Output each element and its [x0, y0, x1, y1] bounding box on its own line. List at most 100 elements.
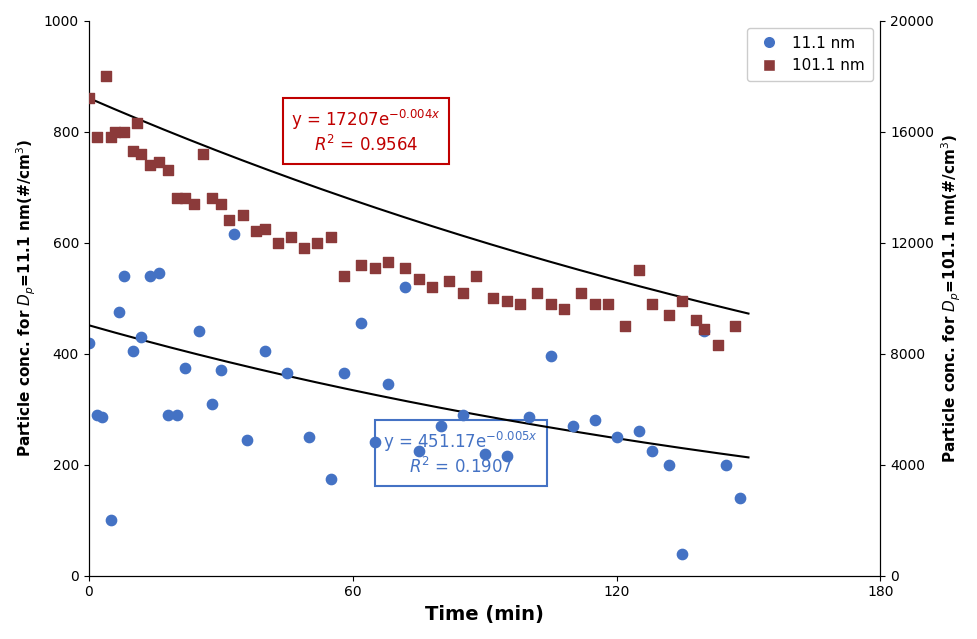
- 11.1 nm: [354, 318, 369, 328]
- Y-axis label: Particle conc. for $D_p$=101.1 nm(#/cm$^3$): Particle conc. for $D_p$=101.1 nm(#/cm$^…: [939, 134, 962, 463]
- 101.1 nm: [709, 340, 725, 350]
- 101.1 nm: [143, 160, 158, 170]
- 101.1 nm: [322, 232, 338, 242]
- 101.1 nm: [441, 276, 456, 286]
- 101.1 nm: [195, 149, 211, 159]
- 101.1 nm: [103, 132, 118, 142]
- 101.1 nm: [222, 215, 237, 226]
- 11.1 nm: [520, 412, 535, 422]
- 11.1 nm: [660, 459, 676, 470]
- 101.1 nm: [423, 282, 439, 292]
- 11.1 nm: [630, 426, 646, 436]
- 101.1 nm: [160, 166, 176, 176]
- 11.1 nm: [432, 420, 447, 431]
- 11.1 nm: [125, 346, 141, 356]
- 11.1 nm: [564, 420, 579, 431]
- 101.1 nm: [151, 157, 167, 167]
- 101.1 nm: [616, 321, 632, 331]
- 101.1 nm: [485, 293, 500, 304]
- Text: y = 451.17e$^{-0.005x}$
$R^2$ = 0.1907: y = 451.17e$^{-0.005x}$ $R^2$ = 0.1907: [383, 430, 537, 477]
- 101.1 nm: [257, 224, 273, 234]
- 11.1 nm: [169, 410, 185, 420]
- 101.1 nm: [99, 71, 114, 81]
- Y-axis label: Particle conc. for $D_p$=11.1 nm(#/cm$^3$): Particle conc. for $D_p$=11.1 nm(#/cm$^3…: [15, 139, 38, 458]
- 11.1 nm: [81, 337, 97, 348]
- 101.1 nm: [248, 226, 264, 236]
- 11.1 nm: [498, 451, 514, 461]
- 101.1 nm: [380, 257, 396, 267]
- Text: y = 17207e$^{-0.004x}$
$R^2$ = 0.9564: y = 17207e$^{-0.004x}$ $R^2$ = 0.9564: [291, 108, 441, 155]
- 11.1 nm: [476, 449, 491, 459]
- 11.1 nm: [731, 493, 746, 503]
- 11.1 nm: [111, 307, 127, 317]
- 11.1 nm: [116, 271, 132, 281]
- 11.1 nm: [398, 282, 413, 292]
- 101.1 nm: [630, 265, 646, 275]
- 101.1 nm: [129, 118, 145, 128]
- X-axis label: Time (min): Time (min): [425, 605, 543, 624]
- 101.1 nm: [643, 298, 658, 309]
- 101.1 nm: [586, 298, 602, 309]
- 101.1 nm: [234, 210, 250, 220]
- 11.1 nm: [213, 365, 229, 375]
- Legend: 11.1 nm, 101.1 nm: 11.1 nm, 101.1 nm: [745, 28, 871, 81]
- 101.1 nm: [542, 298, 558, 309]
- 11.1 nm: [257, 346, 273, 356]
- 101.1 nm: [90, 132, 106, 142]
- 101.1 nm: [116, 127, 132, 137]
- 11.1 nm: [696, 327, 711, 337]
- 11.1 nm: [608, 432, 623, 442]
- 101.1 nm: [270, 238, 285, 248]
- 101.1 nm: [555, 304, 571, 314]
- 101.1 nm: [134, 149, 149, 159]
- 11.1 nm: [134, 332, 149, 342]
- 101.1 nm: [81, 93, 97, 104]
- 11.1 nm: [336, 368, 352, 378]
- 101.1 nm: [573, 288, 588, 298]
- 11.1 nm: [160, 410, 176, 420]
- 101.1 nm: [674, 296, 690, 306]
- 11.1 nm: [178, 362, 193, 373]
- 101.1 nm: [283, 232, 299, 242]
- 101.1 nm: [696, 323, 711, 334]
- 11.1 nm: [674, 548, 690, 558]
- 101.1 nm: [336, 271, 352, 281]
- 101.1 nm: [354, 259, 369, 270]
- 11.1 nm: [542, 351, 558, 362]
- 101.1 nm: [187, 199, 202, 209]
- 11.1 nm: [204, 399, 220, 409]
- 101.1 nm: [310, 238, 325, 248]
- 11.1 nm: [103, 515, 118, 525]
- 101.1 nm: [107, 127, 123, 137]
- 101.1 nm: [529, 288, 544, 298]
- 101.1 nm: [213, 199, 229, 209]
- 11.1 nm: [643, 445, 658, 456]
- 101.1 nm: [511, 298, 527, 309]
- 11.1 nm: [278, 368, 294, 378]
- 11.1 nm: [718, 459, 734, 470]
- 11.1 nm: [586, 415, 602, 426]
- 11.1 nm: [226, 229, 241, 240]
- 101.1 nm: [125, 146, 141, 156]
- 101.1 nm: [410, 273, 426, 284]
- 11.1 nm: [454, 410, 470, 420]
- 101.1 nm: [599, 298, 615, 309]
- 101.1 nm: [727, 321, 743, 331]
- 101.1 nm: [366, 263, 382, 273]
- 11.1 nm: [239, 435, 255, 445]
- 11.1 nm: [301, 432, 317, 442]
- 101.1 nm: [498, 296, 514, 306]
- 11.1 nm: [151, 268, 167, 278]
- 11.1 nm: [94, 412, 109, 422]
- 101.1 nm: [296, 243, 312, 253]
- 11.1 nm: [191, 327, 206, 337]
- 11.1 nm: [143, 271, 158, 281]
- 11.1 nm: [410, 445, 426, 456]
- 101.1 nm: [467, 271, 483, 281]
- 101.1 nm: [178, 193, 193, 203]
- 101.1 nm: [398, 263, 413, 273]
- 101.1 nm: [660, 310, 676, 320]
- 11.1 nm: [380, 379, 396, 389]
- 101.1 nm: [169, 193, 185, 203]
- 101.1 nm: [204, 193, 220, 203]
